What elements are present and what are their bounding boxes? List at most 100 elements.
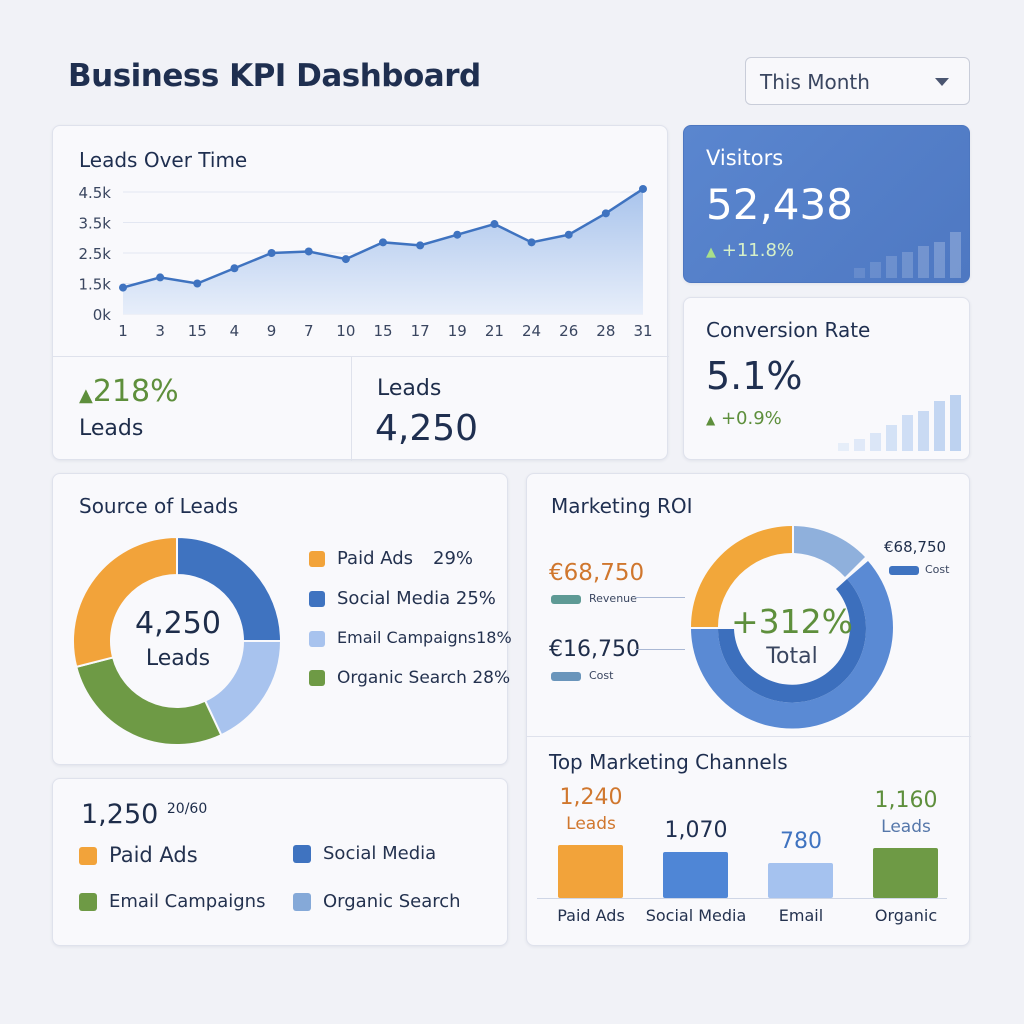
x-tick-label: 17	[411, 322, 430, 340]
data-point[interactable]	[601, 209, 610, 218]
bar-sub-label: Leads	[566, 814, 616, 835]
legend-item-email: Email Campaigns18%	[309, 628, 512, 668]
revenue-legend: Revenue	[551, 592, 637, 605]
revenue-value: €68,750	[549, 560, 645, 586]
legend-swatch	[293, 893, 311, 911]
data-point[interactable]	[119, 283, 127, 292]
x-tick-label: 28	[596, 322, 615, 340]
bar-category-label: Social Media	[645, 906, 747, 925]
legend-swatch	[79, 847, 97, 865]
legend-swatch	[889, 565, 919, 575]
bar-email[interactable]	[768, 863, 833, 898]
data-point[interactable]	[267, 249, 276, 257]
legend-item-social-media: Social Media 25%	[309, 588, 512, 628]
bar-value-label: 780	[780, 829, 822, 854]
x-tick-label: 15	[188, 322, 207, 340]
legend-item: Social Media	[293, 843, 436, 864]
x-tick-label: 24	[522, 322, 541, 340]
visitors-card: Visitors 52,438 ▲ +11.8%	[683, 125, 970, 283]
up-arrow-icon: ▲	[706, 245, 716, 260]
x-tick-label: 1	[118, 322, 128, 340]
data-point[interactable]	[230, 264, 239, 273]
conversion-change: ▲ +0.9%	[706, 408, 782, 429]
divider	[527, 736, 971, 737]
data-point[interactable]	[304, 247, 313, 256]
page-title: Business KPI Dashboard	[68, 58, 481, 94]
leads-value: 4,250	[375, 408, 479, 449]
data-point[interactable]	[639, 184, 647, 193]
x-tick-label: 15	[373, 322, 392, 340]
area-fill	[123, 188, 643, 314]
data-point[interactable]	[527, 238, 536, 247]
legend-item-organic: Organic Search 28%	[309, 668, 512, 708]
bar-value-label: 1,160	[874, 788, 938, 814]
bar-category-label: Email	[778, 906, 824, 925]
legend-swatch	[309, 670, 325, 686]
bar-value-label: 1,070	[664, 817, 728, 843]
data-point[interactable]	[564, 230, 573, 239]
x-tick-label: 7	[304, 322, 314, 340]
data-point[interactable]	[156, 273, 165, 282]
donut-center-label: Leads	[145, 646, 211, 671]
data-point[interactable]	[490, 220, 499, 229]
legend-item-paid-ads: Paid Ads 29%	[309, 548, 512, 588]
x-axis	[537, 898, 947, 899]
legend-item: Email Campaigns	[79, 891, 265, 912]
x-tick-label: 9	[267, 322, 277, 340]
summary-sub: 20/60	[166, 801, 208, 817]
bar-category-label: Paid Ads	[557, 906, 625, 925]
legend-swatch	[309, 630, 325, 647]
card-title: Visitors	[706, 146, 784, 170]
data-point[interactable]	[341, 255, 350, 264]
chevron-down-icon	[935, 78, 949, 86]
data-point[interactable]	[193, 279, 202, 288]
y-tick-label: 4.5k	[78, 184, 111, 202]
right-cost-legend: Cost	[889, 563, 949, 576]
conversion-card: Conversion Rate 5.1% ▲ +0.9%	[683, 297, 970, 460]
channels-bar-chart: 1,240 Leads Paid Ads 1,070 Social Media 780 Em…	[537, 785, 957, 942]
y-tick-label: 2.5k	[78, 245, 111, 263]
bar-category-label: Organic	[874, 906, 938, 925]
conversion-value: 5.1%	[706, 354, 803, 398]
card-title: Conversion Rate	[706, 318, 871, 342]
data-point[interactable]	[453, 230, 462, 239]
legend-item: Paid Ads	[79, 843, 198, 867]
visitors-value: 52,438	[706, 180, 853, 229]
x-tick-label: 26	[559, 322, 578, 340]
up-arrow-icon: ▲	[79, 385, 93, 406]
legend-swatch	[551, 671, 581, 681]
data-point[interactable]	[416, 241, 425, 250]
leads-label: Leads	[377, 376, 442, 401]
bar-sub-label: Leads	[881, 817, 931, 838]
x-tick-label: 21	[485, 322, 504, 340]
channels-title: Top Marketing Channels	[549, 750, 788, 774]
legend-item: Organic Search	[293, 891, 461, 912]
card-title: Leads Over Time	[79, 148, 248, 172]
card-title: Source of Leads	[79, 494, 239, 518]
divider	[53, 356, 669, 357]
bar-organic[interactable]	[873, 848, 938, 898]
bar-social-media[interactable]	[663, 851, 728, 898]
visitors-change: ▲ +11.8%	[706, 240, 794, 261]
cost-legend: Cost	[551, 669, 613, 682]
donut-center-value: 4,250	[135, 606, 221, 641]
leader-line	[635, 649, 685, 650]
marketing-roi-card: Marketing ROI +312% Total €68,750 Revenu…	[526, 473, 971, 946]
x-tick-label: 4	[230, 322, 240, 340]
right-cost-value: €68,750	[884, 538, 947, 556]
leads-line-chart: 0k 1.5k 2.5k 3.5k 4.5k 1 3 15 4 9 7 10 15 17 19 21 24 26 2…	[78, 184, 652, 340]
divider	[351, 356, 352, 461]
legend-swatch	[309, 591, 325, 607]
roi-revenue-arc	[691, 526, 792, 627]
bar-paid-ads[interactable]	[558, 845, 623, 898]
period-select[interactable]: This Month	[745, 57, 970, 105]
x-tick-label: 3	[155, 322, 165, 340]
source-of-leads-card: Source of Leads 4,250 Leads Paid Ads 29% …	[52, 473, 512, 765]
donut-slice-paid-ads[interactable]	[72, 535, 178, 669]
y-tick-label: 3.5k	[78, 215, 111, 233]
growth-label: Leads	[79, 416, 144, 441]
data-point[interactable]	[379, 238, 387, 247]
x-tick-label: 19	[448, 322, 467, 340]
legend-swatch	[79, 893, 97, 911]
card-title: Marketing ROI	[551, 494, 693, 518]
